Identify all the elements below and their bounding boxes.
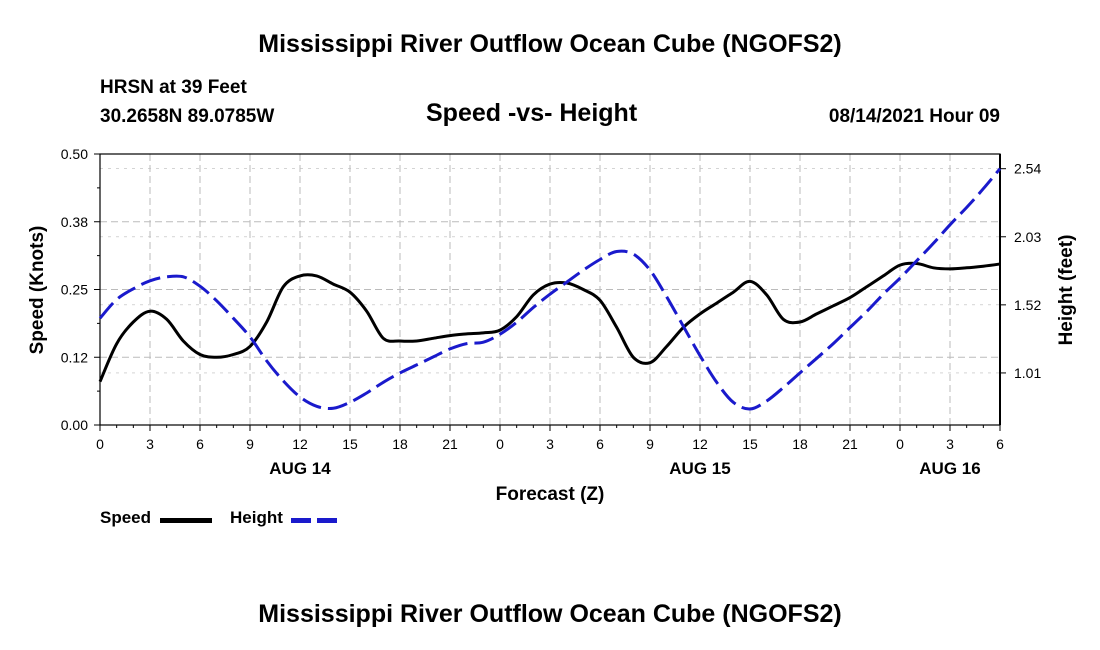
x-tick-label: 0 <box>496 436 504 452</box>
legend-height-label: Height <box>230 508 283 527</box>
x-tick-label: 0 <box>896 436 904 452</box>
x-tick-label: 0 <box>96 436 104 452</box>
chart-subtitle: Speed -vs- Height <box>426 99 638 127</box>
y-right-tick-label: 2.03 <box>1014 229 1041 245</box>
legend-speed-swatch <box>160 518 212 523</box>
x-tick-label: 18 <box>792 436 808 452</box>
date-label: AUG 15 <box>669 459 730 478</box>
axis-ticks: 0 3 6 9 12 15 18 21 0 3 6 9 12 15 18 21 0 3 6 AUG 14 AUG 15 A… <box>61 146 1042 478</box>
series-lines <box>98 167 1002 411</box>
x-axis-label: Forecast (Z) <box>496 484 605 505</box>
forecast-datetime: 08/14/2021 Hour 09 <box>828 106 1000 127</box>
legend-height-swatch <box>291 518 343 523</box>
y-left-tick-label: 0.38 <box>61 214 88 230</box>
date-label: AUG 16 <box>919 459 980 478</box>
x-tick-label: 3 <box>146 436 154 452</box>
grid-lines <box>100 154 1000 425</box>
x-tick-label: 12 <box>692 436 708 452</box>
series-speed-line <box>98 261 1001 383</box>
series-height-line <box>98 167 1002 411</box>
x-tick-label: 9 <box>646 436 654 452</box>
x-tick-label: 6 <box>196 436 204 452</box>
x-tick-label: 21 <box>842 436 858 452</box>
x-tick-label: 21 <box>442 436 458 452</box>
station-label: HRSN at 39 Feet <box>100 77 247 98</box>
x-tick-label: 3 <box>546 436 554 452</box>
y-left-tick-label: 0.00 <box>61 417 88 433</box>
y-axis-label-left: Speed (Knots) <box>27 226 48 355</box>
legend-speed-label: Speed <box>100 508 152 527</box>
x-tick-label: 9 <box>246 436 254 452</box>
y-left-tick-label: 0.50 <box>61 146 88 162</box>
x-tick-label: 6 <box>596 436 604 452</box>
y-right-tick-label: 1.52 <box>1014 297 1041 313</box>
x-tick-label: 3 <box>946 436 954 452</box>
y-right-tick-label: 1.01 <box>1014 365 1041 381</box>
chart-area: 0 3 6 9 12 15 18 21 0 3 6 9 12 15 18 21 0 3 6 AUG 14 AUG 15 A… <box>27 146 1077 505</box>
main-title: Mississippi River Outflow Ocean Cube (NG… <box>258 30 842 58</box>
x-tick-label: 18 <box>392 436 408 452</box>
x-tick-label: 15 <box>742 436 758 452</box>
date-label: AUG 14 <box>269 459 331 478</box>
y-right-tick-label: 2.54 <box>1014 161 1041 177</box>
y-left-tick-label: 0.25 <box>61 282 88 298</box>
y-axis-label-right: Height (feet) <box>1056 235 1077 346</box>
y-left-tick-label: 0.12 <box>61 349 88 365</box>
x-tick-label: 15 <box>342 436 358 452</box>
station-coords: 30.2658N 89.0785W <box>100 106 275 127</box>
x-tick-label: 12 <box>292 436 308 452</box>
footer-title: Mississippi River Outflow Ocean Cube (NG… <box>258 600 842 628</box>
x-tick-label: 6 <box>996 436 1004 452</box>
